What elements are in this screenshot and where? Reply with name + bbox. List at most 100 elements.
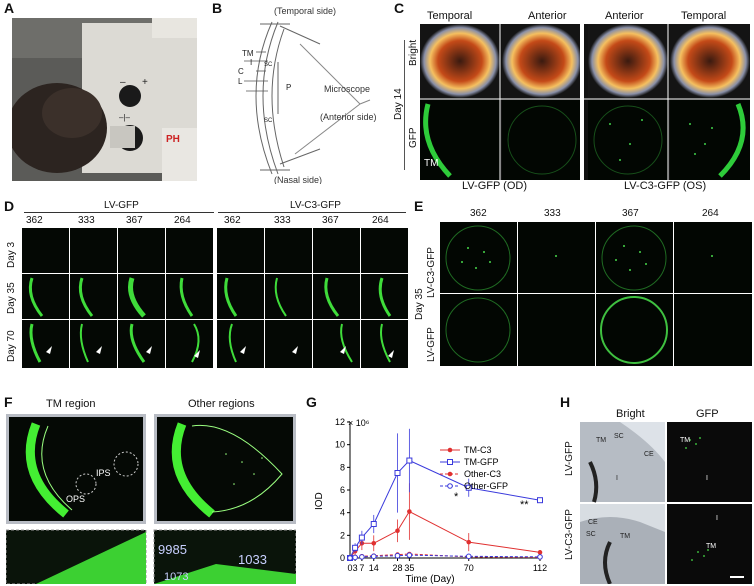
y-tick-label: 4 — [340, 508, 345, 518]
data-point — [406, 552, 413, 558]
svg-text:–: – — [120, 77, 126, 88]
d-day-70: Day 70 — [6, 330, 17, 362]
iod-line-chart: 0 2 4 6 8 10 12 0 3 7 14 28 35 70 112 IOD × 10⁶ Time (… — [314, 417, 547, 585]
y-tick-label: 8 — [340, 462, 345, 472]
c-row-gfp: GFP — [408, 127, 419, 148]
data-point — [395, 528, 400, 534]
panel-c-images — [420, 24, 750, 180]
d-id-3: 367 — [126, 215, 143, 226]
h-label-i-1: I — [616, 475, 618, 482]
c-day-label: Day 14 — [393, 88, 404, 120]
data-point — [465, 484, 472, 491]
e-id-4: 264 — [702, 208, 719, 219]
panel-a-photo: – + –|– PH — [12, 18, 197, 181]
legend-label: Other-GFP — [464, 481, 508, 491]
g-sig-1: * — [454, 491, 459, 503]
e-id-3: 367 — [622, 208, 639, 219]
data-point — [352, 554, 358, 561]
d-id-2: 333 — [78, 215, 95, 226]
c-col-anterior-1: Anterior — [528, 10, 567, 22]
b-label-i: I — [250, 58, 252, 67]
panel-label-e: E — [414, 198, 424, 214]
panel-label-f: F — [4, 394, 13, 410]
b-label-p: P — [286, 83, 291, 92]
panel-label-d: D — [4, 198, 15, 214]
e-id-2: 333 — [544, 208, 561, 219]
panel-label-b: B — [212, 0, 223, 16]
b-label-tm: TM — [242, 49, 254, 58]
x-tick-label: 28 — [392, 563, 402, 573]
series-line-TM-C3 — [349, 510, 541, 559]
h-label-ce-2: CE — [588, 519, 598, 526]
y-tick-label: 2 — [340, 530, 345, 540]
c-col-anterior-2: Anterior — [605, 10, 644, 22]
h-label-i-2: I — [706, 475, 708, 482]
panel-h-images: TM SC CE I TM I CE SC TM TM I — [580, 422, 752, 584]
legend-marker — [447, 459, 453, 465]
x-tick-label: 0 — [347, 563, 352, 573]
legend-label: TM-GFP — [464, 457, 499, 467]
g-xlabel: Time (Day) — [405, 574, 454, 585]
d-day-35: Day 35 — [6, 282, 17, 314]
d-group-lv-gfp: LV-GFP — [104, 200, 139, 211]
g-ylabel: IOD — [314, 492, 325, 510]
b-label-sc-bottom: SC — [264, 118, 273, 124]
b-label-c: C — [238, 67, 244, 76]
data-point — [466, 539, 472, 545]
g-sig-2: ** — [520, 499, 529, 511]
h-label-ce-1: CE — [644, 451, 654, 458]
data-point — [371, 540, 377, 546]
x-tick-label: 70 — [464, 563, 474, 573]
f-ips-label: IPS — [96, 468, 111, 478]
data-point — [465, 553, 472, 560]
b-label-l: L — [238, 77, 243, 86]
h-label-sc-2: SC — [586, 531, 596, 538]
h-label-tm-2: TM — [680, 437, 690, 444]
c-col-temporal-2: Temporal — [681, 10, 727, 22]
legend-marker — [447, 471, 453, 477]
h-col-gfp: GFP — [696, 408, 719, 420]
h-label-tm-1: TM — [596, 437, 606, 444]
h-label-tm-4: TM — [706, 543, 716, 550]
e-row-lv-c3-gfp: LV-C3-GFP — [426, 247, 437, 298]
b-label-sc-top: SC — [264, 62, 273, 68]
legend-marker — [447, 483, 453, 489]
f-zoom-value-2: 1033 — [238, 552, 267, 567]
data-point — [537, 550, 543, 555]
d-id-7: 367 — [322, 215, 339, 226]
panel-label-g: G — [306, 394, 317, 410]
panel-label-a: A — [4, 0, 15, 16]
data-point — [394, 552, 401, 559]
h-row-lv-gfp: LV-GFP — [564, 441, 575, 476]
c-group-lv-gfp: LV-GFP (OD) — [462, 180, 527, 192]
f-zoom-value-1: 9985 — [158, 542, 187, 557]
x-tick-label: 112 — [533, 563, 547, 573]
x-tick-label: 3 — [353, 563, 358, 573]
f-zoom-value-3: 1073 — [164, 571, 188, 583]
legend-label: Other-C3 — [464, 469, 501, 479]
data-point — [394, 470, 401, 476]
h-label-i-3: I — [716, 515, 718, 522]
data-point — [370, 521, 377, 527]
c-tm-label: TM — [424, 158, 439, 169]
data-point — [407, 509, 412, 514]
panel-label-c: C — [394, 0, 405, 16]
d-day-3: Day 3 — [6, 241, 17, 268]
anterior-side-label: (Anterior side) — [320, 112, 377, 122]
data-point — [537, 497, 543, 504]
d-id-5: 362 — [224, 215, 241, 226]
f-title-other: Other regions — [188, 398, 255, 410]
data-point — [370, 553, 377, 560]
h-scale-bar — [730, 576, 744, 578]
d-id-4: 264 — [174, 215, 191, 226]
eye-diagram: (Temporal side) (Nasal side) Microscope … — [238, 6, 377, 184]
panel-f-images: IPS OPS 9985 1033 1073 — [6, 414, 296, 584]
d-group-lv-c3-gfp: LV-C3-GFP — [290, 200, 341, 211]
g-yscale: × 10⁶ — [348, 418, 370, 428]
panel-e-images — [440, 222, 752, 366]
x-tick-label: 7 — [359, 563, 364, 573]
f-ops-label: OPS — [66, 494, 85, 504]
e-id-1: 362 — [470, 208, 487, 219]
panel-label-h: H — [560, 394, 571, 410]
data-point — [537, 554, 543, 560]
